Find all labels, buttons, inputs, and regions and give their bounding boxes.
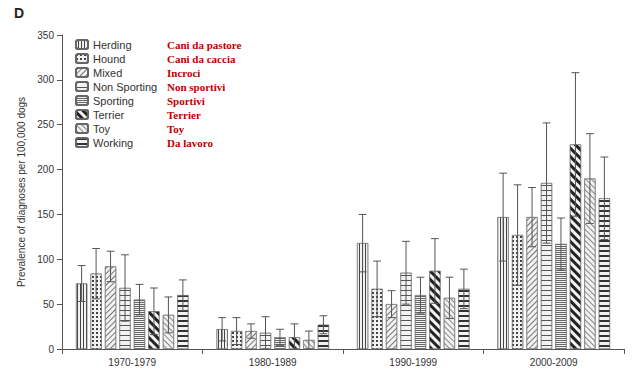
svg-text:Non Sporting: Non Sporting xyxy=(93,81,157,93)
svg-text:Terrier: Terrier xyxy=(167,109,201,121)
svg-text:Toy: Toy xyxy=(93,123,111,135)
svg-text:200: 200 xyxy=(37,164,54,175)
svg-text:Hound: Hound xyxy=(93,53,125,65)
svg-text:150: 150 xyxy=(37,209,54,220)
svg-text:Incroci: Incroci xyxy=(167,67,200,79)
svg-text:D: D xyxy=(14,5,24,21)
svg-text:350: 350 xyxy=(37,30,54,41)
svg-text:Non sportivi: Non sportivi xyxy=(167,81,225,93)
svg-text:0: 0 xyxy=(48,344,54,355)
svg-text:Herding: Herding xyxy=(93,39,132,51)
svg-text:1980-1989: 1980-1989 xyxy=(249,357,297,368)
svg-text:Working: Working xyxy=(93,137,133,149)
svg-text:300: 300 xyxy=(37,74,54,85)
svg-text:Terrier: Terrier xyxy=(93,109,125,121)
svg-text:1970-1979: 1970-1979 xyxy=(108,357,156,368)
svg-text:Mixed: Mixed xyxy=(93,67,122,79)
svg-text:50: 50 xyxy=(43,299,55,310)
svg-text:Sporting: Sporting xyxy=(93,95,134,107)
svg-text:Toy: Toy xyxy=(167,123,185,135)
svg-text:Da lavoro: Da lavoro xyxy=(167,137,213,149)
svg-text:250: 250 xyxy=(37,119,54,130)
svg-text:1990-1999: 1990-1999 xyxy=(389,357,437,368)
svg-text:Sportivi: Sportivi xyxy=(167,95,205,107)
svg-text:2000-2009: 2000-2009 xyxy=(530,357,578,368)
svg-text:Prevalence of diagnoses per 10: Prevalence of diagnoses per 100,000 dogs xyxy=(16,97,27,287)
svg-text:Cani da caccia: Cani da caccia xyxy=(167,53,236,65)
svg-text:100: 100 xyxy=(37,254,54,265)
svg-text:Cani da pastore: Cani da pastore xyxy=(167,39,241,51)
